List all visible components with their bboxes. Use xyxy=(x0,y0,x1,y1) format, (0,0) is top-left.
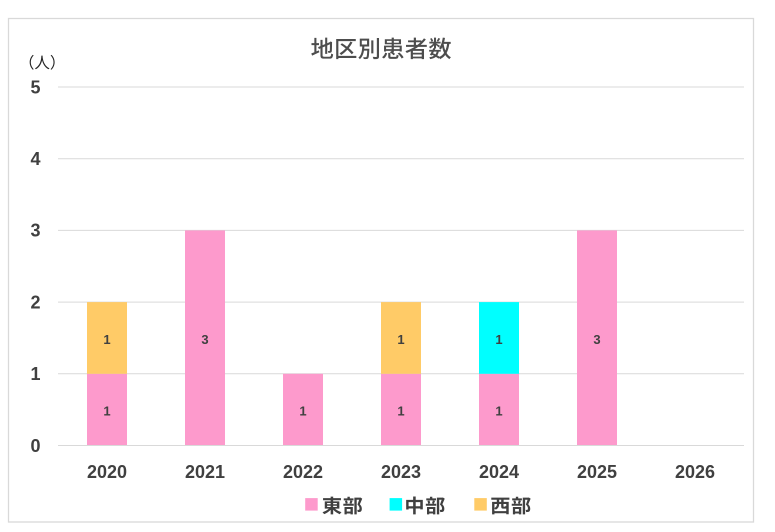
svg-text:2022: 2022 xyxy=(283,462,323,482)
svg-text:1: 1 xyxy=(30,364,40,384)
svg-text:2023: 2023 xyxy=(381,462,421,482)
svg-text:1: 1 xyxy=(397,404,404,419)
svg-text:2021: 2021 xyxy=(185,462,225,482)
svg-text:1: 1 xyxy=(495,332,502,347)
svg-text:5: 5 xyxy=(30,77,40,97)
svg-text:2020: 2020 xyxy=(87,462,127,482)
svg-text:2025: 2025 xyxy=(577,462,617,482)
svg-text:3: 3 xyxy=(201,332,208,347)
svg-text:4: 4 xyxy=(30,149,40,169)
svg-text:1: 1 xyxy=(103,332,110,347)
svg-text:0: 0 xyxy=(30,436,40,456)
svg-text:3: 3 xyxy=(593,332,600,347)
svg-text:1: 1 xyxy=(103,404,110,419)
svg-text:2024: 2024 xyxy=(479,462,519,482)
svg-text:2: 2 xyxy=(30,292,40,312)
svg-text:1: 1 xyxy=(495,404,502,419)
svg-text:1: 1 xyxy=(397,332,404,347)
svg-text:2026: 2026 xyxy=(675,462,715,482)
svg-text:3: 3 xyxy=(30,221,40,241)
svg-text:1: 1 xyxy=(299,404,306,419)
